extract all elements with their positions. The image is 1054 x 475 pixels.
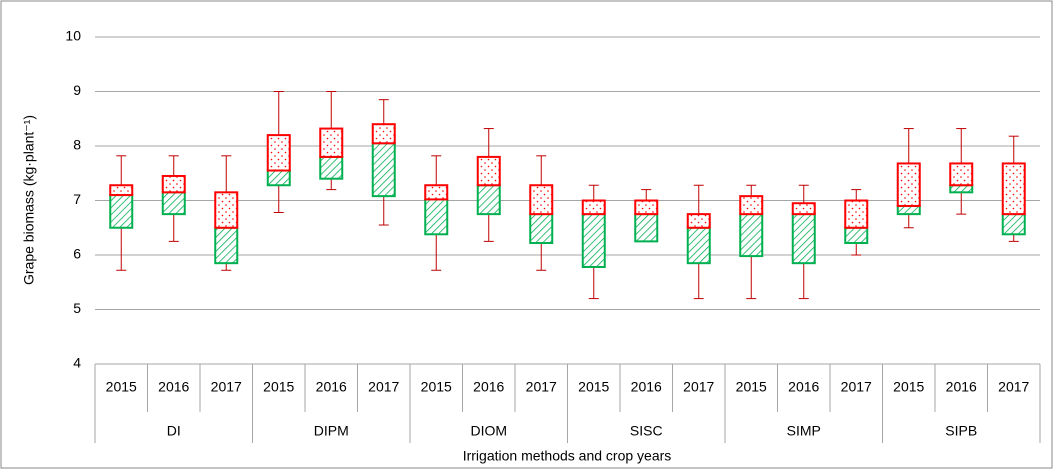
box-upper <box>476 155 501 187</box>
group-label: SIMP <box>787 423 821 439</box>
box-lower <box>949 184 974 194</box>
x-tick-label: 2016 <box>788 379 819 395</box>
x-tick-label: 2015 <box>893 379 924 395</box>
x-tick-label: 2016 <box>631 379 662 395</box>
box-lower <box>529 213 554 245</box>
box-upper <box>634 199 659 216</box>
box-upper <box>319 127 344 158</box>
box-upper <box>1001 162 1026 216</box>
box-lower <box>896 204 921 216</box>
box-upper <box>739 195 764 216</box>
y-tick-label: 7 <box>73 191 81 207</box>
x-tick-label: 2015 <box>578 379 609 395</box>
box-lower <box>161 191 186 216</box>
y-tick-label: 6 <box>73 246 81 262</box>
x-tick-label: 2015 <box>421 379 452 395</box>
box-upper <box>371 123 396 145</box>
x-axis-title: Irrigation methods and crop years <box>463 448 672 464</box>
group-label: SISC <box>630 423 663 439</box>
box-lower <box>424 198 449 236</box>
y-axis-title: Grape biomass (kg·plant⁻¹) <box>21 115 37 285</box>
x-tick-label: 2016 <box>158 379 189 395</box>
box-upper <box>161 174 186 194</box>
group-label: DIPM <box>314 423 349 439</box>
group-label: DIOM <box>470 423 507 439</box>
box-lower <box>686 226 711 265</box>
y-tick-label: 8 <box>73 137 81 153</box>
y-tick-label: 5 <box>73 300 81 316</box>
box-upper <box>896 162 921 207</box>
x-tick-label: 2017 <box>368 379 399 395</box>
box-lower <box>319 155 344 180</box>
box-lower <box>476 184 501 216</box>
box-lower <box>371 142 396 198</box>
box-upper <box>844 199 869 229</box>
box-lower <box>214 226 239 265</box>
x-tick-label: 2016 <box>946 379 977 395</box>
box-upper <box>214 191 239 229</box>
group-label: DI <box>167 423 181 439</box>
y-tick-label: 9 <box>73 82 81 98</box>
box-upper <box>581 199 606 216</box>
box-upper <box>424 184 449 201</box>
x-tick-label: 2016 <box>473 379 504 395</box>
x-tick-label: 2017 <box>526 379 557 395</box>
box-lower <box>581 213 606 268</box>
box-upper <box>686 213 711 229</box>
box-lower <box>791 213 816 265</box>
box-upper <box>791 202 816 216</box>
x-tick-label: 2015 <box>736 379 767 395</box>
box-lower <box>634 213 659 243</box>
x-tick-label: 2016 <box>316 379 347 395</box>
y-tick-label: 10 <box>65 28 81 44</box>
x-tick-label: 2017 <box>841 379 872 395</box>
box-lower <box>266 169 291 187</box>
x-tick-label: 2015 <box>263 379 294 395</box>
x-tick-label: 2017 <box>998 379 1029 395</box>
x-tick-label: 2017 <box>683 379 714 395</box>
box-lower <box>1001 213 1026 236</box>
group-label: SIPB <box>945 423 977 439</box>
x-tick-label: 2015 <box>106 379 137 395</box>
box-lower <box>739 213 764 258</box>
box-upper <box>266 134 291 172</box>
box-lower <box>844 226 869 245</box>
box-upper <box>529 184 554 216</box>
box-lower <box>109 194 134 229</box>
x-tick-label: 2017 <box>211 379 242 395</box>
box-upper <box>109 184 134 197</box>
box-upper <box>949 162 974 187</box>
y-tick-label: 4 <box>73 355 81 371</box>
